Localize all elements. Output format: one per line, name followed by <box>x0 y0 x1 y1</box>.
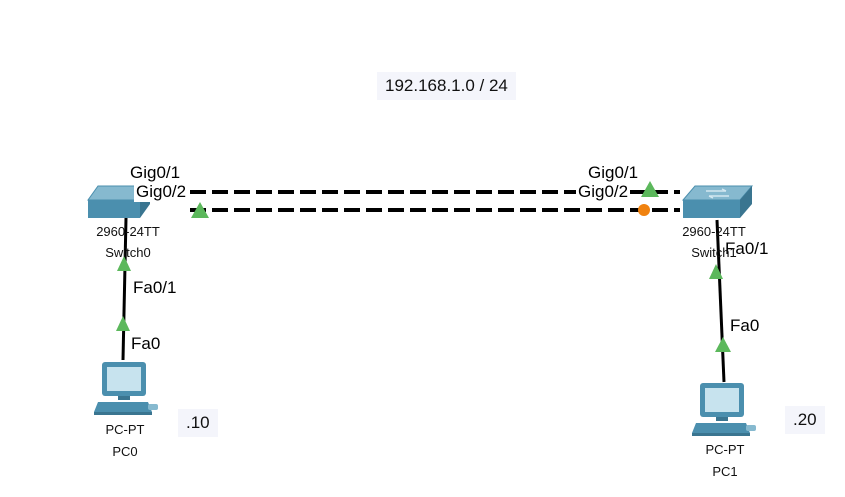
switch0-gig02-label: Gig0/2 <box>134 182 189 202</box>
switch1-icon[interactable] <box>681 185 754 218</box>
pc0-model-label: PC-PT <box>105 422 145 437</box>
switch1-model-label: 2960-24TT <box>682 224 746 239</box>
pc0-icon[interactable] <box>94 362 158 415</box>
port-status-switch0-gig02-up-icon <box>191 202 209 218</box>
port-status-pc1-fa0-up-icon <box>715 337 731 352</box>
switch0-model-label: 2960-24TT <box>96 224 160 239</box>
switch1-name-label: Switch1 <box>691 245 737 260</box>
pc0-name-label: PC0 <box>112 444 138 459</box>
port-status-switch0-fa01-up-icon <box>117 256 131 271</box>
pc1-name-label: PC1 <box>712 464 738 479</box>
switch0-gig01-label: Gig0/1 <box>130 163 181 182</box>
switch1-fa01-label: Fa0/1 <box>723 239 771 259</box>
link-pc0-switch0-cable[interactable] <box>121 217 128 361</box>
network-address-note[interactable]: 192.168.1.0 / 24 <box>377 72 516 100</box>
switch1-gig02-label: Gig0/2 <box>576 182 631 202</box>
port-status-pc0-fa0-up-icon <box>116 316 130 331</box>
pc1-ip-note[interactable]: .20 <box>785 406 825 434</box>
port-status-switch1-gig02-blocking-icon <box>638 204 650 216</box>
pc1-model-label: PC-PT <box>705 442 745 457</box>
switch0-fa01-label: Fa0/1 <box>131 278 179 298</box>
switch0-name-label: Switch0 <box>105 245 151 260</box>
pc0-fa0-label: Fa0 <box>129 334 163 354</box>
port-status-switch1-gig01-up-icon <box>641 181 659 197</box>
link-pc1-switch1-cable[interactable] <box>715 219 726 383</box>
pc1-icon[interactable] <box>692 383 756 436</box>
port-status-switch1-fa01-up-icon <box>709 264 723 279</box>
pc0-ip-note[interactable]: .10 <box>178 409 218 437</box>
switch1-gig01-label: Gig0/1 <box>588 163 639 182</box>
pc1-fa0-label: Fa0 <box>728 316 762 336</box>
